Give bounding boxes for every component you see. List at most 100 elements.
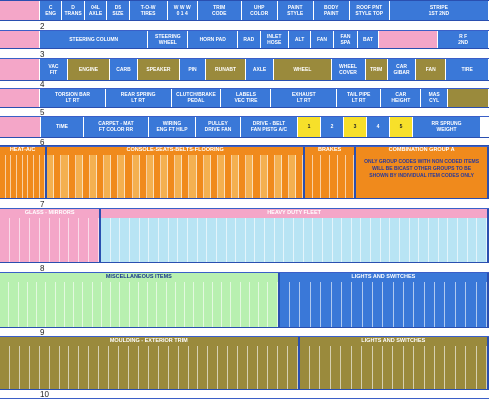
- field-cell: TORSION BAR LT RT: [40, 89, 106, 107]
- entry-column: [278, 346, 288, 389]
- column-group: [0, 346, 298, 389]
- entry-column: [130, 282, 139, 327]
- entry-column: [210, 155, 218, 198]
- field-cell: 1: [298, 117, 321, 137]
- entry-column: [139, 155, 147, 198]
- entry-column: [303, 218, 314, 262]
- field-cell: STRIPE 1ST 2ND: [389, 1, 489, 20]
- column-group: [101, 218, 487, 262]
- section-header: MOULDING - EXTERIOR TRIM: [109, 338, 188, 344]
- field-label: 04L: [91, 4, 100, 11]
- entry-column: [466, 346, 477, 389]
- field-cell: EXHAUST LT RT: [271, 89, 338, 107]
- field-sub-label: WEIGHT: [436, 127, 457, 133]
- entry-column: [157, 282, 167, 327]
- entry-column: [404, 282, 415, 327]
- entry-column: [20, 218, 30, 262]
- row-line: [0, 116, 489, 117]
- entry-column: [342, 218, 352, 262]
- field-label: INLET: [266, 33, 282, 40]
- entry-column: [224, 155, 233, 198]
- field-label: TRIM: [370, 66, 383, 73]
- field-cell: R F 2ND: [438, 31, 489, 48]
- entry-column: [332, 282, 342, 327]
- entry-column: [238, 346, 249, 389]
- field-label: ENGINE: [78, 66, 99, 73]
- field-band: TIME CARPET - MAT FT COLOR RR WIRING ENG FT …: [0, 116, 489, 138]
- entry-column: [198, 346, 209, 389]
- field-cell: SPEAKER: [138, 59, 180, 80]
- column-group: [0, 282, 278, 327]
- section-header: COMBINATION GROUP A: [388, 147, 455, 153]
- entry-column: [477, 346, 487, 389]
- field-sub-label: CYL: [429, 98, 440, 104]
- field-cell: VAC FIT: [39, 59, 69, 80]
- entry-column: [363, 282, 373, 327]
- field-label: BAT: [362, 36, 373, 43]
- field-sub-label: FAN PISTG A/C: [250, 127, 288, 133]
- section: MISCELLANEOUS ITEMS: [0, 273, 280, 327]
- field-sub-label: GIBAR: [393, 69, 410, 76]
- entry-column: [89, 155, 98, 198]
- entry-column: [351, 218, 362, 262]
- field-sub-label: PEDAL: [187, 98, 205, 104]
- entry-column: [148, 282, 158, 327]
- entry-column: [390, 218, 401, 262]
- entry-column: [182, 155, 190, 198]
- entry-column: [132, 155, 140, 198]
- entry-column: [321, 155, 330, 198]
- field-cell: C ENG: [39, 1, 63, 20]
- field-label: C: [48, 4, 53, 11]
- field-label: T-O-W: [140, 4, 156, 11]
- entry-column: [50, 346, 60, 389]
- entry-column: [139, 218, 150, 262]
- entry-column: [79, 218, 90, 262]
- entry-column: [208, 346, 219, 389]
- entry-column: [187, 218, 198, 262]
- field-cell: T-O-W TIRES: [129, 1, 168, 20]
- field-cell: FAN: [416, 59, 447, 80]
- entry-column: [47, 155, 55, 198]
- entry-column: [236, 218, 246, 262]
- field-sub-label: FIT: [49, 69, 58, 76]
- field-label: PULLEY: [208, 121, 228, 127]
- entry-column: [54, 155, 62, 198]
- entry-column: [456, 346, 467, 389]
- entry-column: [288, 155, 297, 198]
- entry-column: [435, 346, 446, 389]
- field-sub-label: 0 1 4: [176, 10, 188, 17]
- field-sub-label: PAINT: [323, 10, 339, 17]
- field-label: REAR SPRING: [120, 92, 156, 98]
- field-label: CAR: [396, 63, 407, 70]
- entry-column: [393, 346, 404, 389]
- entry-column: [290, 282, 301, 327]
- field-cell: [0, 31, 41, 48]
- field-cell: STEERING COLUMN: [40, 31, 149, 48]
- field-label: 1: [307, 124, 311, 130]
- section-band: HEAT-A/C CONSOLE-SEATS-BELTS-FLOORING BRAK…: [0, 145, 489, 199]
- entry-column: [428, 218, 439, 262]
- entry-column: [361, 218, 372, 262]
- column-group: [47, 155, 304, 198]
- entry-column: [245, 218, 256, 262]
- entry-column: [241, 282, 250, 327]
- entry-column: [268, 346, 278, 389]
- entry-column: [321, 282, 332, 327]
- field-sub-label: STYLE: [287, 10, 304, 17]
- row-number: 4: [40, 80, 45, 89]
- entry-column: [60, 346, 70, 389]
- entry-column: [259, 282, 269, 327]
- field-sub-label: CODE: [212, 10, 227, 17]
- entry-column: [260, 155, 268, 198]
- entry-column: [11, 155, 17, 198]
- entry-column: [425, 346, 436, 389]
- field-label: CARB: [116, 66, 131, 73]
- row-number: 7: [40, 200, 45, 209]
- entry-column: [404, 346, 415, 389]
- entry-column: [288, 346, 298, 389]
- row-number: 10: [40, 390, 49, 399]
- entry-column: [239, 155, 247, 198]
- row-line: [0, 336, 489, 337]
- entry-column: [178, 218, 188, 262]
